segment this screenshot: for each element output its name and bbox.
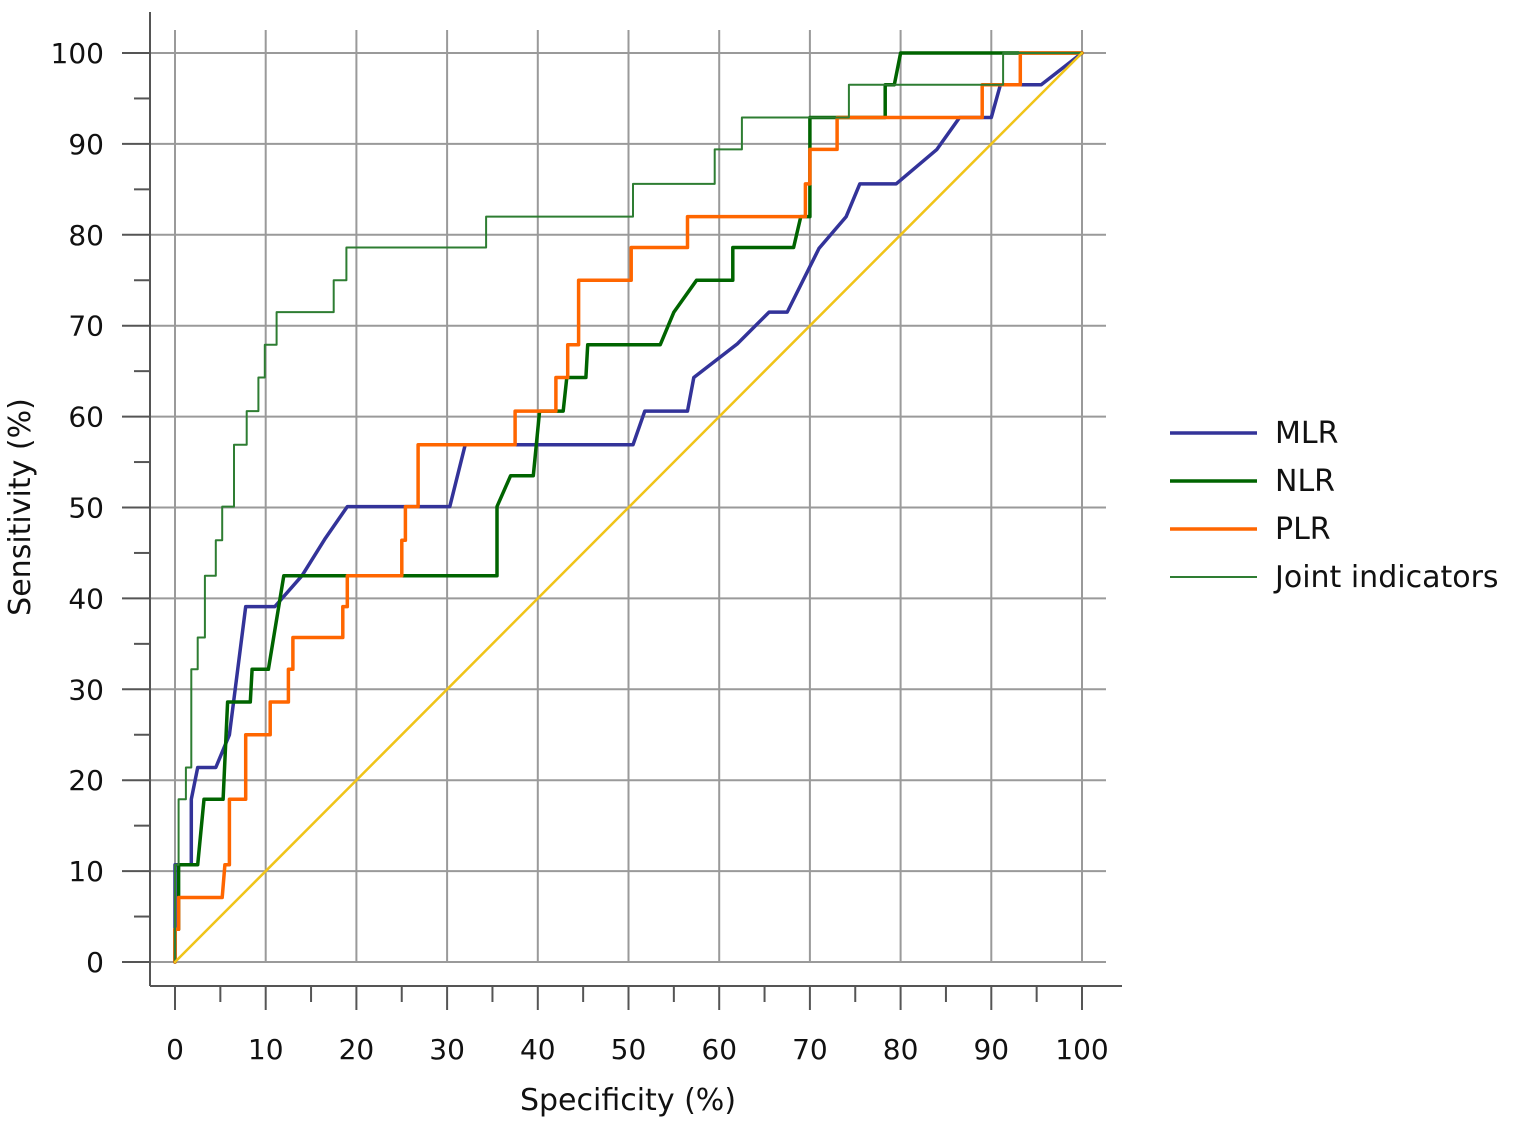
legend: MLR NLR PLR Joint indicators <box>1170 416 1499 595</box>
y-tick-label: 30 <box>68 673 104 706</box>
series-line-joint-indicators <box>174 52 1083 963</box>
x-tick-label: 50 <box>611 1033 647 1066</box>
x-tick-label: 90 <box>973 1033 1009 1066</box>
series-line-mlr <box>173 51 1084 964</box>
y-tick-label: 40 <box>68 582 104 615</box>
x-tick-label: 80 <box>883 1033 919 1066</box>
legend-label-mlr: MLR <box>1275 416 1338 451</box>
x-tick-label: 70 <box>792 1033 828 1066</box>
y-tick-label: 0 <box>86 946 104 979</box>
x-tick-label: 20 <box>339 1033 375 1066</box>
grid-lines <box>150 30 1106 963</box>
x-tick-label: 60 <box>701 1033 737 1066</box>
x-tick-label: 30 <box>429 1033 465 1066</box>
legend-label-joint-indicators: Joint indicators <box>1273 560 1499 595</box>
y-tick-label: 50 <box>68 492 104 525</box>
y-tick-label: 20 <box>68 764 104 797</box>
y-axis-title: Sensitivity (%) <box>3 398 38 616</box>
y-tick-label: 90 <box>68 128 104 161</box>
y-tick-label: 100 <box>51 37 104 70</box>
series-lines <box>173 51 1084 964</box>
series-line-plr <box>173 51 1084 964</box>
y-tick-label: 10 <box>68 855 104 888</box>
y-tick-label: 60 <box>68 401 104 434</box>
x-tick-label: 100 <box>1055 1033 1108 1066</box>
legend-label-plr: PLR <box>1275 512 1331 547</box>
x-tick-label: 40 <box>520 1033 556 1066</box>
y-tick-label: 80 <box>68 219 104 252</box>
x-tick-label: 10 <box>248 1033 284 1066</box>
legend-label-nlr: NLR <box>1275 464 1335 499</box>
axes: 0 10 20 30 40 50 60 70 80 90 100 0 10 20 30 40 50 60 70 80 9… <box>51 12 1122 1066</box>
series-line-reference-diagonal <box>173 51 1084 964</box>
x-axis-title: Specificity (%) <box>520 1083 736 1118</box>
y-tick-label: 70 <box>68 310 104 343</box>
x-tick-label: 0 <box>166 1033 184 1066</box>
